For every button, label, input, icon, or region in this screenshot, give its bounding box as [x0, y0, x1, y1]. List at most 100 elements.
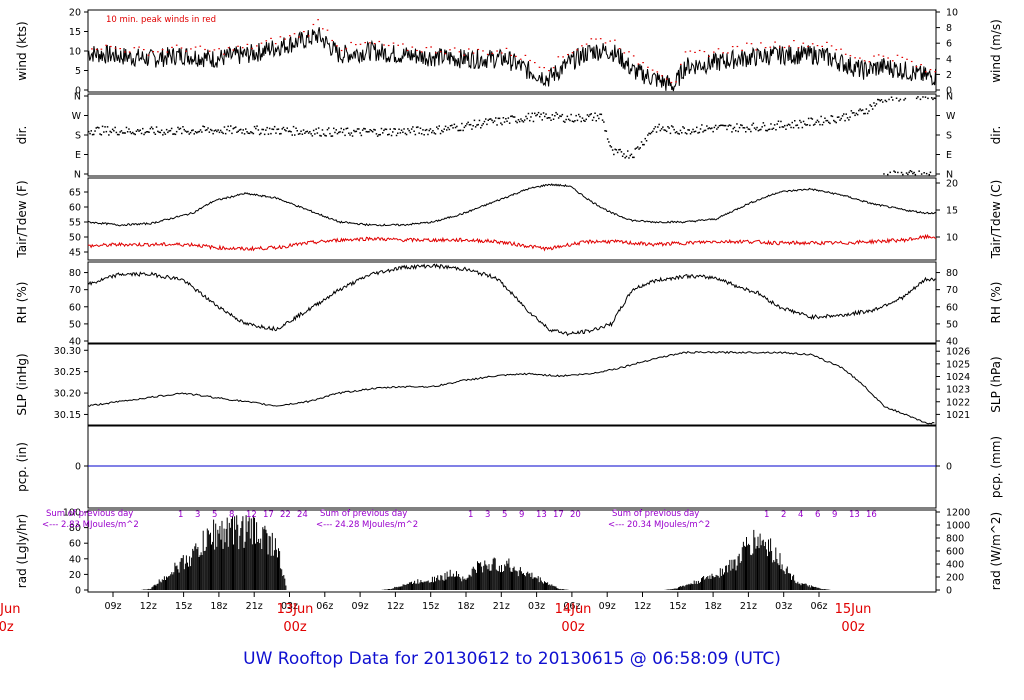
ylabel-right-temp: Tair/Tdew (C) [989, 180, 1003, 260]
dir-point [255, 127, 257, 130]
panel-frame-slp [87, 343, 937, 426]
dir-point [267, 133, 270, 135]
dir-point [927, 97, 929, 100]
wind-peak-point [882, 55, 885, 57]
dir-point [913, 171, 915, 174]
dir-point [855, 112, 858, 115]
dir-point [820, 115, 822, 118]
dir-point [874, 105, 876, 107]
dir-point [750, 130, 752, 133]
wind-peak-point [892, 60, 894, 62]
wind-peak-point [430, 46, 432, 48]
dir-point [555, 111, 557, 114]
dir-point [355, 130, 358, 133]
dir-point [186, 131, 188, 133]
ytick-label-left-rh: 70 [69, 285, 81, 296]
dir-point [498, 117, 501, 120]
dir-point [260, 132, 262, 135]
dir-point [804, 123, 806, 125]
dir-point [201, 131, 203, 133]
wind-peak-point [736, 45, 739, 48]
wind-peak-point [95, 48, 98, 51]
dir-point [222, 132, 224, 135]
dir-point [139, 129, 141, 131]
dir-point [137, 129, 139, 131]
wind-peak-point [453, 47, 456, 49]
dir-point [746, 126, 748, 129]
wind-peak-point [449, 49, 451, 51]
dir-point [654, 126, 657, 128]
dir-point [312, 129, 315, 132]
wind-peak-point [406, 49, 409, 51]
dir-point [771, 128, 773, 130]
dir-point [677, 132, 679, 135]
dir-point [253, 125, 256, 128]
dir-point [574, 120, 576, 122]
dir-point [787, 123, 790, 126]
dir-point [128, 128, 130, 130]
dir-point [541, 119, 543, 121]
dir-point [730, 124, 732, 127]
dir-point [864, 112, 866, 115]
dir-point [520, 118, 522, 120]
dir-point [929, 171, 932, 174]
rad-hour-mark: 12 [246, 510, 257, 520]
dir-point [669, 132, 672, 135]
tdew-line [87, 233, 937, 252]
dir-point [814, 123, 816, 125]
dir-point [841, 115, 844, 117]
rad-hour-mark: 5 [212, 510, 217, 520]
dir-point [145, 131, 148, 133]
dir-point [500, 122, 502, 124]
dir-point [155, 126, 158, 128]
dir-point [717, 126, 719, 129]
dir-point [576, 119, 579, 122]
dir-point [100, 134, 103, 136]
dir-point [370, 129, 373, 132]
dir-point [772, 127, 775, 130]
dir-point [546, 117, 548, 119]
wind-peak-point [91, 48, 93, 50]
dir-point [638, 148, 640, 150]
ytick-label-right-wind: 4 [946, 54, 952, 65]
rh-line [87, 263, 937, 337]
wind-peak-point [232, 49, 235, 51]
dir-point [463, 126, 466, 129]
dir-point [736, 123, 738, 125]
dir-point [360, 134, 363, 137]
dir-point [802, 120, 805, 123]
dir-point [173, 133, 175, 135]
dir-point [860, 109, 863, 112]
dir-point [98, 127, 100, 129]
wind-peak-point [293, 33, 296, 35]
wind-peak-point [411, 46, 414, 48]
dir-point [579, 115, 581, 118]
wind-peak-point [896, 54, 899, 56]
dir-point [216, 130, 218, 133]
ytick-label-left-temp: 45 [69, 248, 81, 259]
dir-point [485, 118, 487, 120]
dir-point [856, 113, 859, 116]
ytick-label-left-dir: S [75, 131, 81, 142]
dir-point [336, 132, 339, 135]
dir-point [513, 116, 516, 118]
wind-peak-point [289, 35, 291, 37]
wind-peak-point [486, 53, 489, 55]
xtick-label: 15z [422, 601, 439, 612]
wind-peak-point [251, 47, 253, 50]
dir-point [493, 120, 496, 122]
dir-point [230, 125, 232, 127]
dir-point [809, 124, 811, 127]
ytick-label-right-wind: 0 [946, 86, 952, 97]
dir-point [877, 98, 879, 101]
ytick-label-right-dir: W [946, 111, 956, 122]
rad-hour-mark: 20 [570, 510, 581, 520]
dir-point [691, 131, 693, 133]
dir-point [321, 129, 324, 131]
dir-point [650, 131, 653, 134]
wind-peak-point [378, 40, 381, 43]
dir-point [583, 119, 585, 122]
wind-peak-point [100, 48, 103, 50]
dir-point [608, 141, 610, 143]
dir-point [442, 131, 444, 133]
